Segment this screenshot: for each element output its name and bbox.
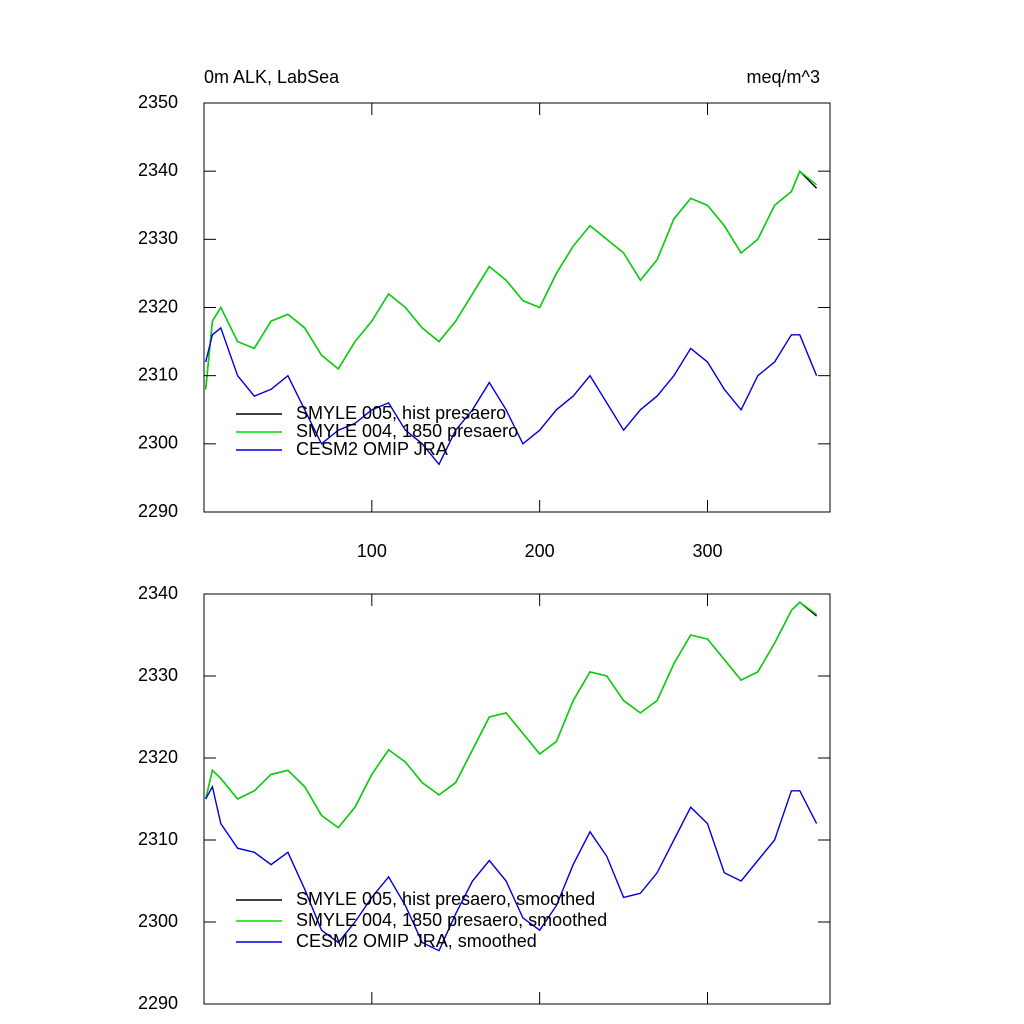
y-tick-label: 2290 — [138, 501, 178, 521]
x-tick-label: 100 — [357, 541, 387, 561]
y-tick-label: 2340 — [138, 160, 178, 180]
x-tick-label: 300 — [692, 541, 722, 561]
chart-title: 0m ALK, LabSea — [204, 67, 340, 87]
y-tick-label: 2330 — [138, 665, 178, 685]
legend-label: SMYLE 004, 1850 presaero — [296, 421, 518, 441]
y-tick-label: 2300 — [138, 433, 178, 453]
data-line — [205, 170, 818, 390]
legend-label: SMYLE 005, hist presaero, smoothed — [296, 889, 595, 909]
y-tick-label: 2310 — [138, 364, 178, 384]
y-tick-label: 2320 — [138, 747, 178, 767]
data-line — [205, 601, 818, 829]
y-tick-label: 2340 — [138, 583, 178, 603]
legend-label: CESM2 OMIP JRA — [296, 439, 448, 459]
plot-frame — [203, 593, 831, 1005]
y-tick-label: 2290 — [138, 993, 178, 1013]
y-tick-label: 2330 — [138, 228, 178, 248]
y-tick-label: 2310 — [138, 829, 178, 849]
x-tick-label: 200 — [525, 541, 555, 561]
y-tick-label: 2350 — [138, 92, 178, 112]
data-line — [205, 784, 818, 952]
legend-label: SMYLE 004, 1850 presaero, smoothed — [296, 910, 607, 930]
legend-label: CESM2 OMIP JRA, smoothed — [296, 931, 537, 951]
data-line — [205, 601, 818, 829]
data-line — [205, 169, 818, 390]
data-line — [205, 326, 818, 466]
y-tick-label: 2320 — [138, 296, 178, 316]
units-label: meq/m^3 — [747, 67, 820, 87]
legend-label: SMYLE 005, hist presaero — [296, 403, 506, 423]
y-tick-label: 2300 — [138, 911, 178, 931]
